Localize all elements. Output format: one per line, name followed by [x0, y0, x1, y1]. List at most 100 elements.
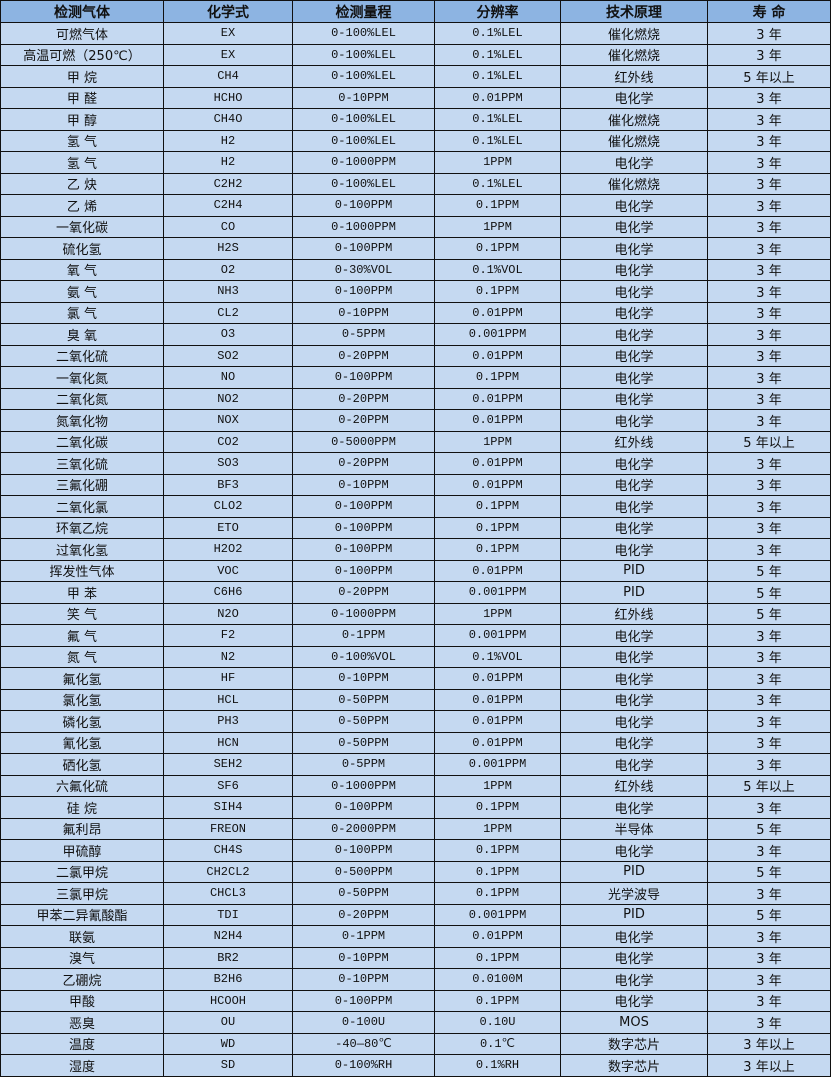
- cell-resolution: 0.01PPM: [434, 301, 561, 324]
- cell-lifespan: 5 年: [707, 602, 831, 625]
- cell-resolution: 0.1%VOL: [434, 645, 561, 668]
- cell-resolution: 0.01PPM: [434, 667, 561, 690]
- cell-resolution: 0.1PPM: [434, 538, 561, 561]
- table-row: 甲酸 HCOOH 0-100PPM 0.1PPM 电化学 3 年: [0, 989, 831, 1012]
- cell-principle: 电化学: [560, 624, 708, 647]
- cell-formula: CO2: [163, 430, 293, 453]
- cell-resolution: 0.01PPM: [434, 688, 561, 711]
- cell-formula: N2: [163, 645, 293, 668]
- cell-range: 0-100%RH: [292, 1054, 435, 1077]
- cell-principle: 电化学: [560, 925, 708, 948]
- cell-principle: 电化学: [560, 280, 708, 303]
- cell-gas-name: 温度: [0, 1032, 164, 1055]
- table-row: 湿度 SD 0-100%RH 0.1%RH 数字芯片 3 年以上: [0, 1054, 831, 1077]
- cell-gas-name: 二氧化碳: [0, 430, 164, 453]
- cell-range: 0-1000PPM: [292, 215, 435, 238]
- cell-resolution: 1PPM: [434, 774, 561, 797]
- table-row: 氧 气 O2 0-30%VOL 0.1%VOL 电化学 3 年: [0, 258, 831, 281]
- cell-principle: 电化学: [560, 215, 708, 238]
- cell-lifespan: 3 年: [707, 667, 831, 690]
- cell-resolution: 0.001PPM: [434, 903, 561, 926]
- cell-resolution: 1PPM: [434, 602, 561, 625]
- cell-resolution: 0.1%LEL: [434, 65, 561, 88]
- cell-principle: 光学波导: [560, 882, 708, 905]
- cell-resolution: 1PPM: [434, 215, 561, 238]
- cell-lifespan: 3 年: [707, 968, 831, 991]
- cell-formula: O3: [163, 323, 293, 346]
- cell-resolution: 0.01PPM: [434, 731, 561, 754]
- cell-gas-name: 湿度: [0, 1054, 164, 1077]
- cell-lifespan: 3 年: [707, 344, 831, 367]
- cell-gas-name: 氢 气: [0, 151, 164, 174]
- cell-principle: 电化学: [560, 946, 708, 969]
- table-row: 氨 气 NH3 0-100PPM 0.1PPM 电化学 3 年: [0, 280, 831, 303]
- cell-gas-name: 六氟化硫: [0, 774, 164, 797]
- cell-resolution: 0.1PPM: [434, 860, 561, 883]
- cell-resolution: 1PPM: [434, 430, 561, 453]
- cell-formula: SO3: [163, 452, 293, 475]
- cell-resolution: 0.1PPM: [434, 194, 561, 217]
- cell-principle: PID: [560, 559, 708, 582]
- cell-principle: 电化学: [560, 989, 708, 1012]
- cell-range: 0-20PPM: [292, 903, 435, 926]
- cell-principle: 电化学: [560, 151, 708, 174]
- cell-lifespan: 3 年: [707, 645, 831, 668]
- cell-gas-name: 甲酸: [0, 989, 164, 1012]
- cell-resolution: 0.1PPM: [434, 280, 561, 303]
- cell-resolution: 0.1PPM: [434, 882, 561, 905]
- table-row: 挥发性气体 VOC 0-100PPM 0.01PPM PID 5 年: [0, 559, 831, 582]
- table-row: 二氧化硫 SO2 0-20PPM 0.01PPM 电化学 3 年: [0, 344, 831, 367]
- table-row: 甲 醇 CH4O 0-100%LEL 0.1%LEL 催化燃烧 3 年: [0, 108, 831, 131]
- cell-lifespan: 3 年: [707, 43, 831, 66]
- cell-gas-name: 氰化氢: [0, 731, 164, 754]
- cell-formula: SD: [163, 1054, 293, 1077]
- table-row: 氯化氢 HCL 0-50PPM 0.01PPM 电化学 3 年: [0, 688, 831, 711]
- cell-lifespan: 3 年: [707, 151, 831, 174]
- cell-principle: 电化学: [560, 366, 708, 389]
- cell-principle: 电化学: [560, 86, 708, 109]
- cell-gas-name: 氮 气: [0, 645, 164, 668]
- table-row: 溴气 BR2 0-10PPM 0.1PPM 电化学 3 年: [0, 946, 831, 969]
- cell-range: 0-20PPM: [292, 344, 435, 367]
- cell-resolution: 0.001PPM: [434, 323, 561, 346]
- header-range: 检测量程: [292, 0, 435, 23]
- cell-formula: BR2: [163, 946, 293, 969]
- table-row: 恶臭 OU 0-100U 0.10U MOS 3 年: [0, 1011, 831, 1034]
- cell-gas-name: 二氧化氯: [0, 495, 164, 518]
- cell-formula: FREON: [163, 817, 293, 840]
- cell-resolution: 0.1PPM: [434, 989, 561, 1012]
- table-row: 氟利昂 FREON 0-2000PPM 1PPM 半导体 5 年: [0, 817, 831, 840]
- cell-lifespan: 3 年: [707, 538, 831, 561]
- cell-principle: 红外线: [560, 430, 708, 453]
- cell-gas-name: 高温可燃（250℃）: [0, 43, 164, 66]
- cell-lifespan: 3 年: [707, 796, 831, 819]
- cell-principle: 电化学: [560, 753, 708, 776]
- cell-resolution: 0.01PPM: [434, 925, 561, 948]
- table-row: 联氨 N2H4 0-1PPM 0.01PPM 电化学 3 年: [0, 925, 831, 948]
- cell-principle: 电化学: [560, 645, 708, 668]
- cell-formula: SIH4: [163, 796, 293, 819]
- cell-principle: 电化学: [560, 237, 708, 260]
- table-row: 甲硫醇 CH4S 0-100PPM 0.1PPM 电化学 3 年: [0, 839, 831, 862]
- cell-formula: H2: [163, 151, 293, 174]
- cell-lifespan: 3 年: [707, 258, 831, 281]
- cell-gas-name: 三氟化硼: [0, 473, 164, 496]
- cell-range: 0-1PPM: [292, 925, 435, 948]
- table-row: 六氟化硫 SF6 0-1000PPM 1PPM 红外线 5 年以上: [0, 774, 831, 797]
- cell-lifespan: 3 年: [707, 753, 831, 776]
- header-lifespan: 寿 命: [707, 0, 831, 23]
- cell-gas-name: 三氧化硫: [0, 452, 164, 475]
- header-resolution: 分辨率: [434, 0, 561, 23]
- cell-range: 0-10PPM: [292, 968, 435, 991]
- table-row: 温度 WD -40—80℃ 0.1℃ 数字芯片 3 年以上: [0, 1032, 831, 1055]
- cell-lifespan: 3 年: [707, 688, 831, 711]
- cell-resolution: 0.1%LEL: [434, 108, 561, 131]
- header-formula: 化学式: [163, 0, 293, 23]
- cell-principle: 催化燃烧: [560, 22, 708, 45]
- cell-principle: 电化学: [560, 538, 708, 561]
- cell-principle: 红外线: [560, 602, 708, 625]
- cell-range: 0-100PPM: [292, 559, 435, 582]
- table-row: 磷化氢 PH3 0-50PPM 0.01PPM 电化学 3 年: [0, 710, 831, 733]
- cell-resolution: 0.10U: [434, 1011, 561, 1034]
